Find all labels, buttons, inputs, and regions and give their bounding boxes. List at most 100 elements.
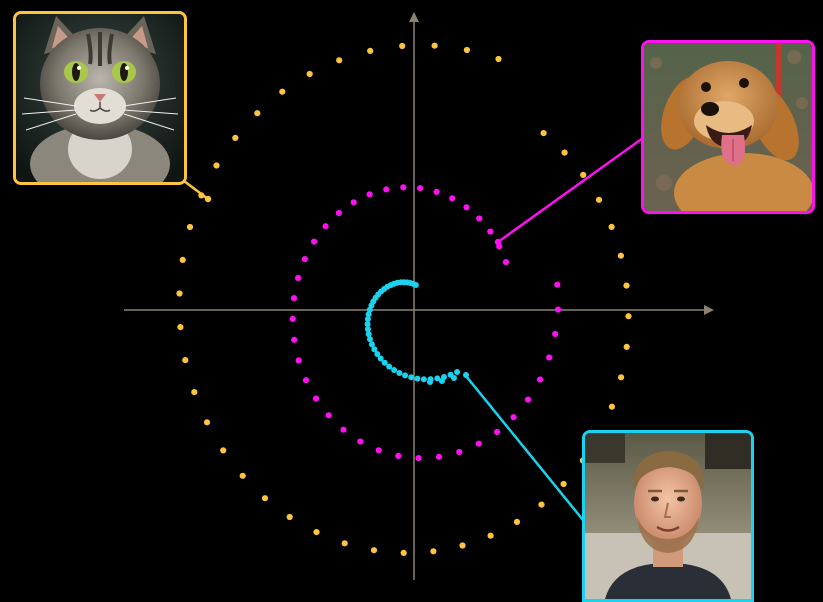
person-dot <box>439 378 445 384</box>
cat-dot <box>608 223 615 230</box>
cat-dot <box>186 223 194 231</box>
cat-dot <box>623 282 630 289</box>
dog-dot <box>552 330 559 338</box>
cat-dot <box>336 57 343 64</box>
dog-photo-icon <box>644 43 812 211</box>
cat-dot <box>191 389 198 396</box>
cat-dot <box>459 542 466 549</box>
cat-dot <box>220 447 227 454</box>
cat-dot <box>239 472 246 479</box>
cat-dot <box>617 252 625 259</box>
person-connector-line <box>465 375 584 521</box>
cat-photo-card <box>13 11 187 185</box>
dog-dot <box>510 414 517 421</box>
person-dot <box>365 331 372 338</box>
person-dot <box>451 375 457 381</box>
dog-dot <box>357 438 364 445</box>
cat-anchor-dot <box>204 195 212 203</box>
person-dot <box>366 306 373 313</box>
dog-dot <box>554 306 562 313</box>
dog-dot <box>291 336 298 343</box>
dog-dot <box>383 186 390 193</box>
person-dot <box>396 370 403 376</box>
dog-dot <box>313 395 320 402</box>
cat-dot <box>561 149 568 156</box>
cat-dot <box>495 55 502 63</box>
cat-dot <box>595 196 603 203</box>
person-dot <box>377 355 384 362</box>
dog-dot <box>417 185 424 192</box>
dog-dot <box>502 259 510 266</box>
dog-dot <box>433 188 440 195</box>
cat-dot <box>313 529 320 536</box>
cat-dot <box>540 130 547 137</box>
cat-dot <box>179 256 186 263</box>
cat-dot <box>367 47 374 55</box>
dog-dot <box>340 426 347 433</box>
person-dot <box>367 336 373 343</box>
dog-dot <box>487 228 494 235</box>
cat-dot <box>625 313 632 320</box>
cat-dot <box>608 403 616 410</box>
cat-dot <box>261 495 269 502</box>
dog-dot <box>302 377 310 384</box>
cat-dot <box>213 162 220 169</box>
cat-dot <box>232 134 239 141</box>
dog-connector-line <box>497 136 644 244</box>
dog-dot <box>322 223 329 230</box>
person-dot <box>454 369 461 375</box>
person-dot <box>364 326 371 333</box>
person-dot <box>386 363 393 370</box>
person-dot <box>408 374 415 381</box>
person-dot <box>381 359 388 366</box>
dog-dot <box>449 195 456 202</box>
cat-dot <box>182 357 189 364</box>
person-dot <box>427 379 433 385</box>
person-dot <box>365 311 372 318</box>
person-dot <box>420 376 427 383</box>
cat-dot <box>623 343 630 350</box>
cat-dot <box>279 88 286 95</box>
person-photo-card <box>582 430 754 602</box>
person-photo-icon <box>585 433 751 599</box>
dog-dot <box>494 428 501 436</box>
person-dot <box>368 341 375 348</box>
cat-dot <box>431 42 438 49</box>
dog-dot <box>350 199 357 206</box>
person-dot <box>364 321 371 328</box>
cat-dot <box>538 501 545 508</box>
person-dot-spiral <box>364 279 469 385</box>
dog-dot <box>325 412 332 419</box>
dog-dot <box>301 256 308 263</box>
dog-dot <box>456 448 463 456</box>
dog-dot <box>375 447 382 454</box>
cat-dot <box>400 549 407 557</box>
dog-dot-spiral <box>289 184 562 462</box>
cat-dot <box>399 42 406 50</box>
dog-dot <box>554 281 561 288</box>
cat-dot <box>463 46 470 54</box>
dog-dot <box>366 191 373 198</box>
dog-dot <box>289 315 296 322</box>
cat-dot <box>176 290 183 297</box>
dog-dot <box>335 209 342 217</box>
person-dot <box>434 375 441 382</box>
dog-photo-card <box>641 40 815 214</box>
cat-dot-spiral <box>176 42 632 557</box>
person-dot <box>414 375 421 382</box>
cat-dot <box>430 548 437 555</box>
dog-dot <box>395 452 402 459</box>
person-dot <box>374 351 381 357</box>
dog-dot <box>415 455 422 462</box>
cat-dot <box>254 110 261 117</box>
dog-dot <box>546 354 553 361</box>
person-dot <box>402 372 409 379</box>
dog-dot <box>463 204 470 211</box>
dog-dot <box>476 215 483 222</box>
cat-dot <box>306 70 313 78</box>
cat-dot <box>560 480 567 488</box>
dog-dot <box>311 238 318 245</box>
dog-dot <box>435 453 443 460</box>
cat-dot <box>513 518 521 526</box>
cat-dot <box>580 171 587 178</box>
